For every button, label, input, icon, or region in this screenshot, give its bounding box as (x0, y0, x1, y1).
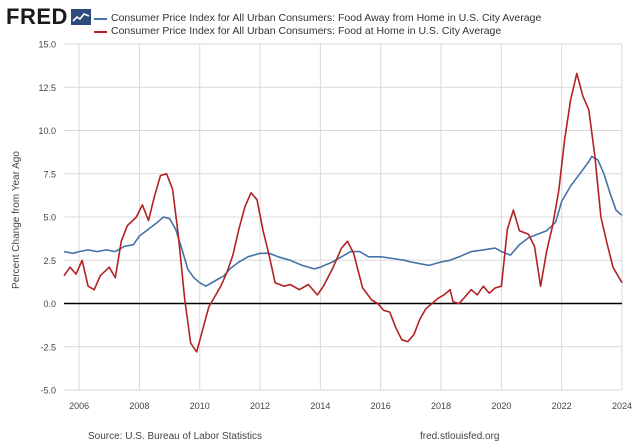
source-note: Source: U.S. Bureau of Labor Statistics (88, 431, 262, 442)
x-tick-label: 2008 (129, 401, 149, 411)
y-tick-label: 5.0 (43, 213, 56, 223)
x-tick-label: 2010 (190, 401, 210, 411)
series-lines (63, 72, 623, 353)
x-tick-label: 2022 (552, 401, 572, 411)
x-tick-label: 2012 (250, 401, 270, 411)
fred-url-link[interactable]: fred.stlouisfed.org (420, 431, 500, 442)
series-line-food-home[interactable] (63, 72, 623, 353)
y-tick-label: -2.5 (40, 342, 56, 352)
y-tick-label: 12.5 (38, 83, 56, 93)
fred-logo-text: FRED (6, 4, 68, 29)
x-tick-label: 2018 (431, 401, 451, 411)
y-axis-label: Percent Change from Year Ago (11, 151, 22, 289)
legend-item-food-home[interactable]: Consumer Price Index for All Urban Consu… (94, 25, 541, 38)
x-tick-label: 2020 (491, 401, 511, 411)
axis-ticks: 15.0 12.5 10.0 7.5 5.0 2.5 0.0 -2.5 -5.0 2006 2008… (38, 40, 632, 412)
x-tick-label: 2016 (371, 401, 391, 411)
y-tick-label: -5.0 (40, 386, 56, 396)
x-tick-label: 2006 (69, 401, 89, 411)
y-tick-label: 0.0 (43, 299, 56, 309)
series-line-food-away[interactable] (63, 155, 623, 288)
y-tick-label: 7.5 (43, 169, 56, 179)
y-tick-label: 10.0 (38, 126, 56, 136)
legend-item-food-away[interactable]: Consumer Price Index for All Urban Consu… (94, 12, 541, 25)
legend-label-food-away: Consumer Price Index for All Urban Consu… (111, 12, 542, 24)
x-tick-label: 2024 (612, 401, 632, 411)
legend-swatch-red (94, 30, 107, 33)
y-tick-label: 2.5 (43, 256, 56, 266)
y-tick-label: 15.0 (38, 40, 56, 50)
gridlines (64, 43, 623, 391)
legend-swatch-blue (94, 17, 107, 20)
x-tick-label: 2014 (310, 401, 330, 411)
chart-legend: Consumer Price Index for All Urban Consu… (94, 12, 541, 38)
legend-label-food-home: Consumer Price Index for All Urban Consu… (111, 25, 502, 37)
fred-logo[interactable]: FRED (6, 4, 91, 30)
fred-chart-icon (70, 9, 91, 25)
